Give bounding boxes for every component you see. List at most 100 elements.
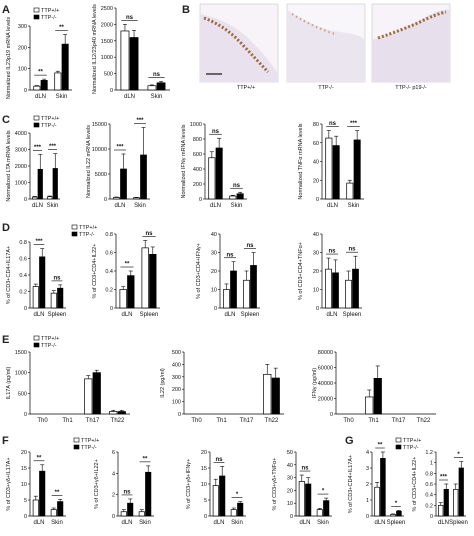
chart-f-16: 0 10 20 30 40 50 % of CD3+γδ+TNFα+ dLN ns Skin * (272, 450, 332, 526)
y-axis-label: Normalized LTA mRNA levels (6, 130, 12, 202)
x-category-label: Skin (151, 94, 163, 100)
bar-ko (305, 483, 312, 517)
y-tick-label: 500 (104, 72, 113, 78)
chart-e-11: 0 100 200 300 400 500 IL22 (pg/ml) Th0 Th1 Th17 Th… (160, 350, 284, 424)
legend-swatch-wt (73, 437, 80, 443)
y-tick-label: 20000 (318, 397, 333, 403)
y-tick-label: 80000 (318, 350, 333, 356)
x-category-label: Th1 (368, 418, 379, 424)
significance-label: *** (350, 121, 358, 127)
y-tick-label: 60 (313, 141, 319, 147)
legend-swatch-ko (395, 444, 402, 450)
x-category-label: Spleen (140, 312, 159, 318)
y-tick-label: 0.6 (19, 257, 27, 263)
bar-wt (374, 486, 380, 517)
y-axis-label: Normalized IL22 mRNA levels (86, 125, 92, 198)
y-tick-label: 0 (110, 88, 113, 94)
bar-ko (271, 377, 280, 415)
panel-label-f: F (2, 435, 9, 447)
chart-g-18: 00.20.40.60.811.2% of CD3+CD4+IL22+dLN**… (412, 450, 468, 526)
bar-wt (243, 279, 250, 309)
y-tick-label: 80 (313, 122, 319, 128)
bar-wt (54, 72, 62, 91)
y-tick-label: 10000 (92, 147, 107, 153)
y-axis-label: Normalized IFNγ mRNA levels (181, 124, 187, 198)
bar-ko (332, 272, 339, 309)
x-category-label: dLN (327, 203, 338, 209)
chart-a-0: 0 100 200 300 Normalized IL23p19 mRNA levels… (6, 17, 72, 100)
y-axis-label: % of CD3+CD4+IFNγ+ (196, 243, 202, 299)
micrograph-label: TTP+/+ (237, 85, 255, 91)
y-tick-label: 0.4 (105, 269, 113, 275)
micrograph-label: TTP-/- p19-/- (395, 85, 427, 91)
y-axis-label: IL22 (pg/ml) (160, 368, 166, 398)
micrograph-group: TTP+/+ TTP-/- TTP-/- p19-/- (199, 3, 451, 91)
significance-label: * (395, 501, 398, 507)
y-tick-label: 1000 (101, 55, 113, 61)
panel-label-d: D (2, 222, 10, 234)
x-category-label: Skin (348, 203, 360, 209)
bar-ko (120, 168, 127, 200)
y-tick-label: 0 (178, 412, 181, 418)
y-axis-label: % of CD3+γδ+TNFα+ (272, 458, 278, 511)
bar-wt (390, 514, 396, 517)
y-tick-label: 0.6 (425, 482, 433, 488)
bar-wt (32, 286, 39, 309)
bar-ko (219, 475, 226, 517)
legend-label-ko: TTP-/- (41, 343, 57, 349)
x-category-label: Th1 (62, 418, 73, 424)
y-tick-label: 5000 (95, 172, 107, 178)
y-tick-label: 1000 (15, 181, 27, 187)
legend-label-ko: TTP-/- (81, 445, 97, 451)
y-tick-label: 40000 (318, 381, 333, 387)
significance-label: ** (378, 443, 383, 449)
legend-panel-g: TTP+/+ TTP-/- (395, 437, 421, 451)
bar-wt (133, 197, 140, 200)
legend-panel-e: TTP+/+ TTP-/- (33, 335, 59, 349)
bar-wt (33, 85, 41, 91)
y-tick-label: 300 (172, 375, 181, 381)
x-category-label: dLN (213, 520, 224, 526)
legend-swatch-wt (33, 115, 40, 121)
y-tick-label: 200 (172, 387, 181, 393)
micrograph-ttp-ko-p19-ko: TTP-/- p19-/- (371, 3, 451, 91)
bar-ko (117, 411, 126, 415)
y-tick-label: 0.4 (19, 273, 27, 279)
bar-wt (365, 396, 374, 415)
significance-label: ns (215, 457, 223, 463)
x-category-label: Th17 (240, 418, 254, 424)
y-tick-label: 0 (316, 197, 319, 203)
y-tick-label: 0.4 (425, 493, 433, 499)
y-tick-label: 0.2 (105, 288, 113, 294)
chart-d-7: 0 0.2 0.4 0.6 0.8 % of CD3+CD4+IL22+ dLN ** Sple… (92, 231, 160, 318)
bar-wt (345, 279, 352, 309)
y-tick-label: 0 (104, 197, 107, 203)
legend-label-wt: TTP+/+ (79, 225, 97, 231)
y-tick-label: 0 (214, 306, 217, 312)
x-category-label: Skin (51, 520, 63, 526)
y-tick-label: 400 (172, 362, 181, 368)
x-category-label: Skin (47, 203, 59, 209)
bar-wt (120, 511, 127, 517)
bar-ko (380, 458, 386, 517)
y-axis-label: Normalized IL23p19 mRNA levels (6, 17, 12, 99)
y-tick-label: 10 (313, 288, 319, 294)
bar-wt (438, 504, 444, 517)
panel-label-a: A (2, 4, 10, 16)
y-tick-label: 15 (201, 466, 207, 472)
bar-ko (156, 82, 166, 91)
y-tick-label: 4 (112, 471, 115, 477)
x-category-label: Th17 (392, 418, 406, 424)
x-category-label: Skin (231, 520, 243, 526)
significance-label: ns (348, 247, 356, 253)
significance-label: ns (123, 489, 131, 495)
legend-label-wt: TTP+/+ (81, 438, 99, 444)
bar-ko (332, 145, 340, 200)
legend-panel-d: TTP+/+ TTP-/- (71, 224, 97, 238)
y-tick-label: 10 (201, 482, 207, 488)
y-tick-label: 300 (18, 24, 27, 30)
bar-ko (39, 256, 46, 309)
bar-ko (39, 470, 46, 517)
